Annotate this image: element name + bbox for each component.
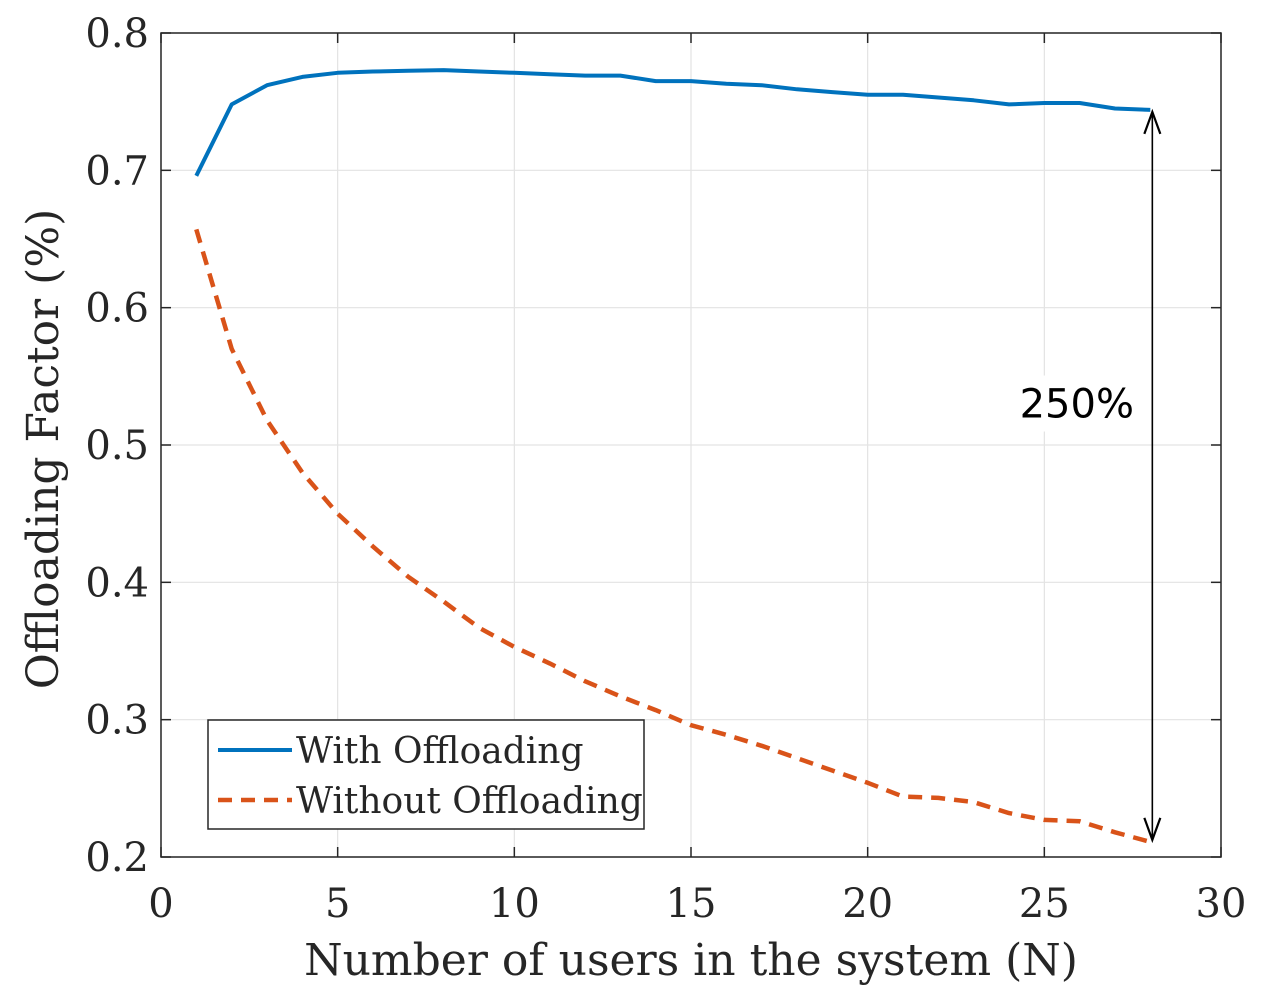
x-tick-label: 20 (842, 881, 893, 927)
y-tick-label: 0.3 (85, 698, 149, 744)
legend: With Offloading Without Offloading (207, 719, 645, 830)
annotation-arrowhead-down (1143, 817, 1162, 844)
tick-labels: 0 5 10 15 20 25 30 0.2 0.3 0.4 0.5 0.6 0.7 0.8 (85, 11, 1246, 927)
axis-ticks (160, 32, 1222, 858)
x-tick-label: 25 (1019, 881, 1070, 927)
x-tick-label: 0 (148, 881, 173, 927)
series-line-with-offloading (194, 68, 1151, 177)
x-tick-label: 15 (666, 881, 717, 927)
legend-label-without-offloading: Without Offloading (296, 781, 643, 822)
x-axis-label: Number of users in the system (N) (304, 935, 1078, 986)
series-line-without-offloading (194, 228, 1151, 845)
y-axis-label: Offloading Factor (%) (18, 209, 69, 690)
y-tick-label: 0.5 (85, 423, 149, 469)
legend-box (207, 719, 645, 830)
y-tick-label: 0.7 (85, 148, 149, 194)
y-tick-label: 0.6 (85, 286, 149, 332)
annotation-label: 250% (1020, 382, 1134, 428)
annotation-label-background (1011, 375, 1144, 432)
series-layer (194, 68, 1151, 845)
y-tick-label: 0.2 (85, 835, 149, 881)
y-tick-label: 0.8 (85, 11, 149, 57)
x-tick-label: 30 (1196, 881, 1247, 927)
y-tick-label: 0.4 (85, 560, 149, 606)
annotation-layer: 250% (1011, 108, 1162, 844)
x-tick-label: 10 (489, 881, 540, 927)
legend-label-with-offloading: With Offloading (296, 731, 584, 772)
x-tick-label: 5 (325, 881, 350, 927)
annotation-arrowhead-up (1143, 108, 1162, 135)
